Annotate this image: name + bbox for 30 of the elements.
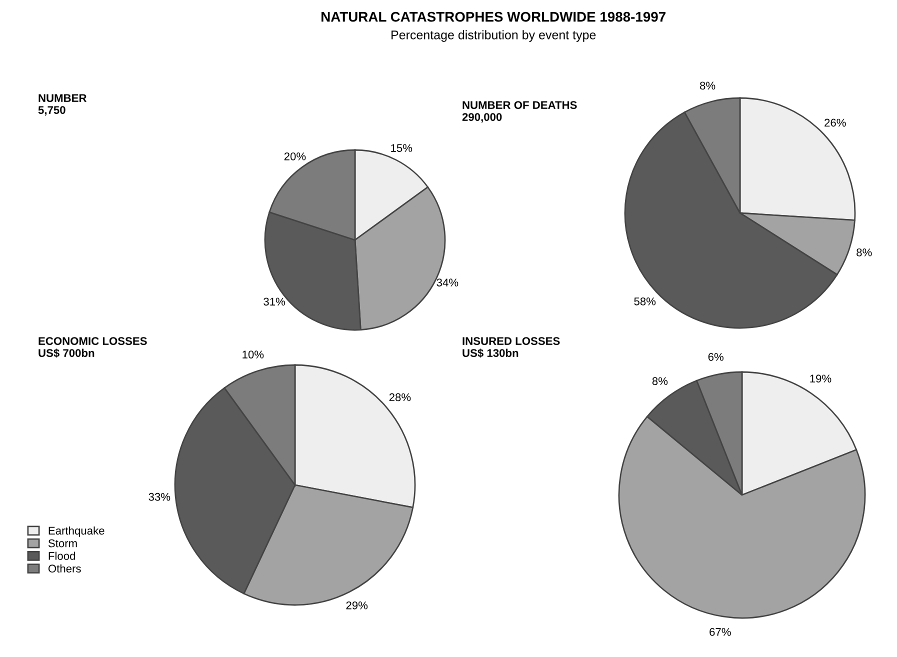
legend-label: Storm [48,539,77,548]
data-label: 8% [700,82,716,90]
legend-label: Others [48,564,81,573]
text: NATURAL CATASTROPHES WORLDWIDE 1988-1997 [322,12,666,22]
data-label: 15% [391,144,412,152]
data-label: 20% [284,152,306,160]
data-label: 58% [634,297,656,306]
data-label: 28% [389,393,411,402]
data-label: 8% [652,377,668,386]
text: 290,000 [462,113,502,123]
data-label: 26% [824,118,846,127]
text: Percentage distribution by event type [392,30,596,42]
data-label: 29% [346,601,368,610]
data-label: 34% [436,278,458,286]
text: NUMBER OF DEATHS [462,101,577,109]
data-label: 10% [242,350,264,358]
chart-title: ECONOMIC LOSSES [38,337,147,345]
data-label: 6% [708,352,724,361]
legend-label: Earthquake [48,526,104,537]
text: INSURED LOSSES [462,337,560,345]
data-label: 31% [264,298,286,306]
legend-label: Flood [48,552,76,560]
chart-subtitle: US$ 700bn [38,348,94,358]
chart-subtitle: 5,750 [38,106,66,116]
data-label: 8% [856,248,872,256]
data-label: 67% [710,628,731,636]
data-label: 33% [148,492,170,501]
chart-title: NUMBER [38,94,87,102]
data-label: 19% [810,374,832,383]
text: US$ 130bn [462,348,518,358]
